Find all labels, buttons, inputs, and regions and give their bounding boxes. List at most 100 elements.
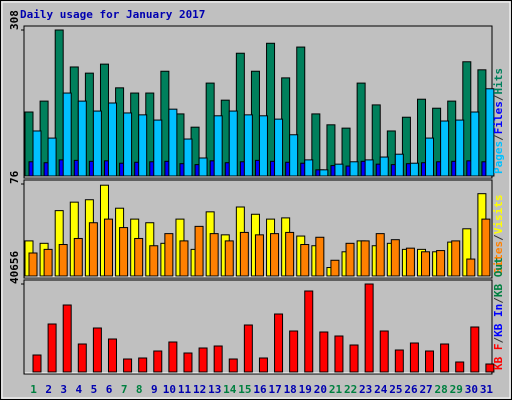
bar [274, 118, 284, 177]
bar [364, 159, 374, 177]
bar [289, 330, 299, 373]
bar [304, 159, 314, 177]
bar [470, 326, 480, 373]
bar [134, 237, 144, 277]
bar [138, 114, 148, 177]
bar [379, 330, 389, 373]
bar [123, 112, 133, 177]
x-tick-label: 10 [163, 383, 176, 396]
x-tick-label: 18 [284, 383, 297, 396]
x-tick-label: 9 [151, 383, 158, 396]
x-tick-label: 29 [450, 383, 463, 396]
bar [440, 343, 450, 373]
bar [183, 138, 193, 177]
bar [274, 313, 284, 373]
bar [198, 347, 208, 373]
legend-entry: KB F [492, 344, 505, 371]
x-tick-label: 4 [76, 383, 83, 396]
bar [481, 218, 491, 277]
bar [149, 245, 159, 277]
bar [243, 324, 253, 373]
bar [440, 120, 450, 177]
bar [254, 234, 264, 277]
x-tick-label: 21 [329, 383, 343, 396]
legend-entry: KB Out [492, 257, 505, 297]
bar [315, 236, 325, 277]
legend-separator: / [492, 297, 505, 304]
bar [77, 100, 87, 177]
bar [213, 115, 223, 177]
x-tick-label: 31 [480, 383, 494, 396]
bar [485, 88, 495, 177]
bar [43, 248, 53, 277]
legend-entry: Visits [492, 195, 505, 235]
bar [455, 119, 465, 177]
x-tick-label: 2 [45, 383, 52, 396]
chart-title: Daily usage for January 2017 [20, 8, 205, 21]
legend-separator: / [492, 234, 505, 241]
x-tick-label: 24 [374, 383, 388, 396]
bar [451, 240, 461, 277]
bar [409, 162, 419, 177]
bar [183, 352, 193, 373]
bar [47, 323, 57, 373]
legend-separator: / [492, 94, 505, 101]
legend: Sites/Visits [492, 195, 505, 275]
bar [123, 358, 133, 373]
bar [107, 102, 117, 177]
bar [455, 361, 465, 373]
bar [379, 156, 389, 177]
bar [168, 341, 178, 373]
bar [330, 259, 340, 277]
x-tick-label: 7 [121, 383, 128, 396]
bar [258, 357, 268, 373]
bar [164, 233, 174, 277]
bar [92, 327, 102, 373]
x-tick-label: 27 [419, 383, 432, 396]
bar [198, 157, 208, 177]
x-tick-label: 23 [359, 383, 372, 396]
bar [364, 283, 374, 373]
bar [92, 110, 102, 177]
bar [103, 218, 113, 277]
bar [300, 244, 310, 277]
bar [228, 358, 238, 373]
legend-entry: Hits [492, 68, 505, 95]
bar [209, 233, 219, 277]
bar [62, 304, 72, 373]
legend: KB F/KB In/KB Out [492, 257, 505, 370]
bar [349, 161, 359, 177]
bar [334, 163, 344, 177]
bar [224, 240, 234, 277]
x-tick-label: 12 [193, 383, 206, 396]
bar [421, 251, 431, 277]
bar [228, 110, 238, 177]
bar [107, 338, 117, 373]
bar [62, 92, 72, 177]
bar [179, 240, 189, 277]
bar [73, 237, 83, 277]
bar [349, 344, 359, 373]
bar [194, 225, 204, 277]
x-tick-label: 15 [238, 383, 251, 396]
bar [58, 244, 68, 277]
x-tick-label: 25 [389, 383, 402, 396]
bar [436, 250, 446, 277]
legend-entry: Sites [492, 241, 505, 274]
x-tick-label: 30 [465, 383, 478, 396]
bar [345, 242, 355, 277]
x-tick-label: 11 [178, 383, 192, 396]
bar [390, 239, 400, 277]
bar [88, 222, 98, 277]
bar [319, 169, 329, 177]
x-tick-label: 6 [106, 383, 113, 396]
bar [425, 137, 435, 177]
x-tick-label: 17 [268, 383, 281, 396]
x-tick-label: 8 [136, 383, 143, 396]
legend: Pages/Files/Hits [492, 68, 505, 174]
bar [485, 363, 495, 373]
x-tick-label: 14 [223, 383, 237, 396]
bar [319, 331, 329, 373]
bar [289, 134, 299, 177]
